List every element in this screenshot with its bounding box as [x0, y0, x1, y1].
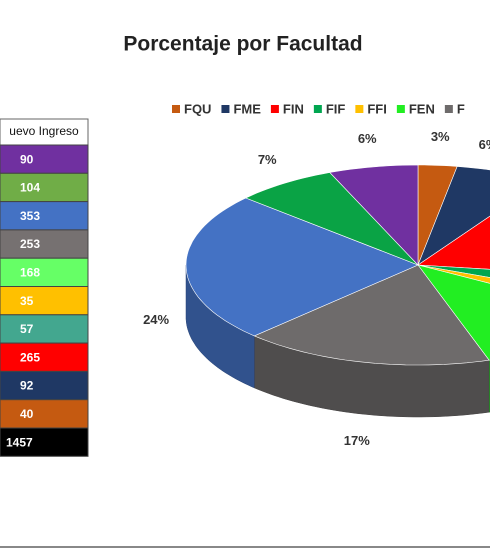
pie-slice — [417, 166, 490, 266]
table-cell — [0, 314, 89, 344]
data-label: 6% — [358, 131, 377, 146]
legend-swatch — [172, 105, 180, 113]
table-cell — [0, 172, 89, 203]
table-cell — [0, 144, 89, 174]
table-value: 353 — [20, 209, 40, 223]
pie-slice — [253, 264, 490, 366]
legend-label: FIF — [326, 101, 346, 116]
table-cell — [0, 342, 89, 372]
legend-swatch — [355, 105, 364, 113]
legend-swatch — [221, 105, 230, 113]
legend-label: FFI — [367, 101, 387, 116]
legend-label: F — [457, 101, 465, 116]
legend-label: FIN — [283, 101, 304, 116]
data-label: 24% — [143, 312, 169, 327]
data-label: 6% — [479, 137, 490, 152]
data-label: 3% — [431, 129, 450, 144]
data-table: uevo Ingreso 90 104 353 253 168 35 57 265 92 40 14… — [0, 118, 89, 457]
legend-swatch — [270, 105, 279, 113]
table-value: 1457 — [6, 435, 33, 449]
table-cell — [0, 201, 89, 231]
table-value: 104 — [20, 181, 40, 195]
legend-label: FQU — [184, 101, 211, 116]
pie-slice — [185, 197, 419, 337]
table-cell — [0, 370, 89, 401]
pie-labels: 3% 6% 17% 24% 7% 6% — [143, 129, 490, 448]
legend-swatch — [444, 105, 453, 113]
table-cell — [0, 286, 89, 316]
pie-slice — [245, 172, 419, 266]
pie-tops — [185, 164, 490, 366]
legend: FQU FME FIN FIF FFI FEN F — [172, 101, 465, 116]
legend-label: FEN — [409, 101, 435, 116]
legend-swatch — [396, 105, 405, 113]
table-value: 92 — [20, 379, 34, 393]
pie-slice — [329, 164, 419, 266]
data-label: 17% — [344, 433, 370, 448]
legend-label: FME — [233, 101, 261, 116]
legend-swatch — [313, 105, 322, 113]
table-value: 253 — [20, 237, 40, 251]
table-value: 168 — [20, 266, 40, 280]
table-value: 35 — [20, 294, 34, 308]
pie-slice — [417, 215, 490, 270]
table-cell — [0, 257, 89, 288]
table-value: 90 — [20, 152, 34, 166]
table-value: 265 — [20, 350, 40, 364]
data-label: 7% — [258, 152, 277, 167]
table-cell — [0, 399, 89, 429]
table-cell — [0, 427, 89, 457]
header-text: uevo Ingreso — [9, 124, 79, 138]
chart-title: Porcentaje por Facultad — [123, 33, 362, 56]
header-cell — [0, 118, 89, 146]
table-cell — [0, 229, 89, 259]
table-value: 40 — [20, 407, 34, 421]
table-value: 57 — [20, 322, 34, 336]
